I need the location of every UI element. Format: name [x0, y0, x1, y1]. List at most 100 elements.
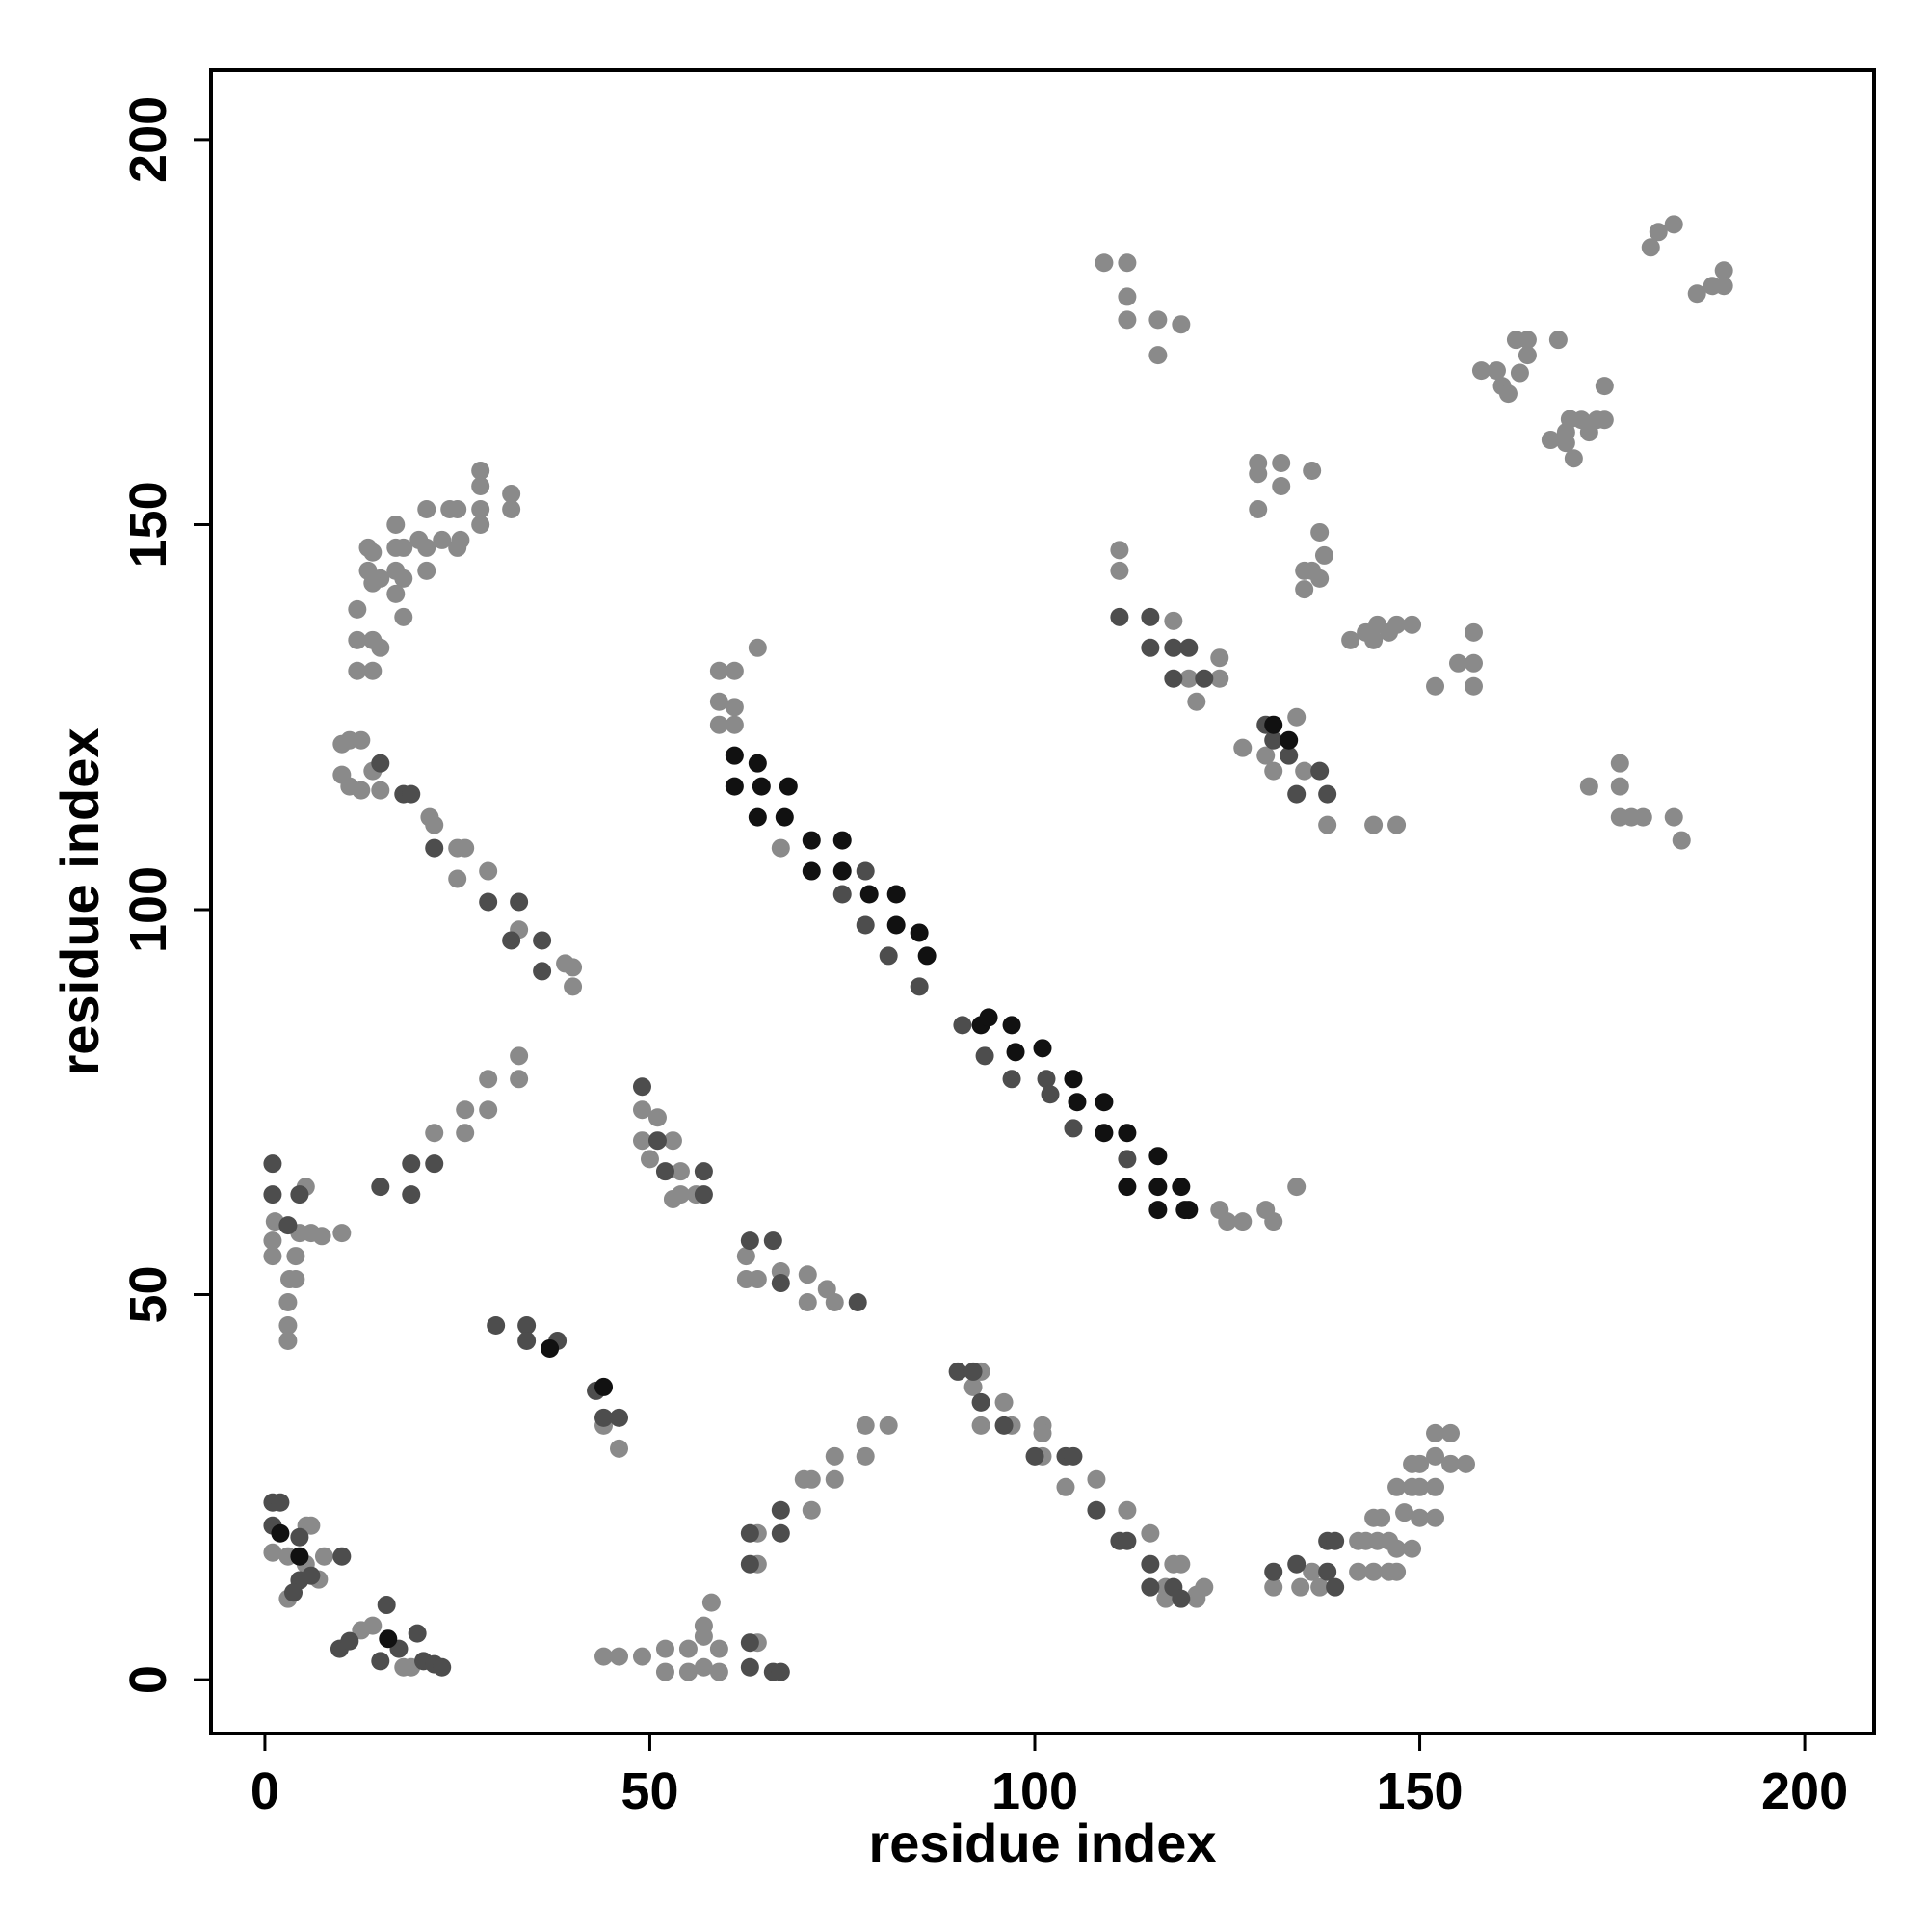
point	[1064, 1446, 1083, 1466]
point	[1287, 1554, 1307, 1574]
point	[1380, 622, 1399, 642]
point	[1464, 676, 1483, 696]
point	[979, 1008, 998, 1027]
x-tick-label: 0	[251, 1762, 279, 1820]
point	[1310, 761, 1330, 781]
point	[1314, 545, 1333, 565]
point	[1641, 238, 1660, 257]
point	[798, 1293, 817, 1312]
point	[271, 1493, 290, 1512]
point	[402, 1185, 421, 1204]
point	[433, 530, 452, 549]
point	[1295, 580, 1314, 599]
point	[1264, 1577, 1283, 1597]
point	[1649, 223, 1668, 242]
point	[1187, 1589, 1206, 1608]
point	[425, 1154, 444, 1174]
x-tick-label: 150	[1376, 1762, 1463, 1820]
point	[371, 638, 390, 657]
point	[471, 477, 490, 495]
point	[1426, 1423, 1445, 1442]
point	[632, 1647, 651, 1666]
point	[748, 754, 767, 773]
point	[471, 499, 490, 518]
point	[1349, 1562, 1368, 1581]
point	[371, 1178, 390, 1197]
point	[1364, 630, 1384, 649]
point	[709, 1639, 728, 1658]
point	[1172, 1178, 1191, 1197]
point	[1256, 746, 1276, 765]
point	[284, 1583, 304, 1602]
point	[456, 838, 475, 858]
point	[725, 698, 744, 717]
point	[1179, 669, 1199, 688]
point	[1664, 215, 1683, 234]
point	[1610, 754, 1629, 773]
point	[1456, 1454, 1475, 1473]
point	[610, 1647, 629, 1666]
point	[655, 1162, 674, 1181]
point	[278, 1293, 298, 1312]
point	[725, 661, 744, 680]
point	[348, 599, 367, 619]
point	[386, 515, 406, 534]
point	[832, 885, 852, 904]
point	[1249, 499, 1268, 518]
point	[425, 815, 444, 834]
point	[1326, 1577, 1345, 1597]
point	[1264, 715, 1283, 734]
point	[1056, 1477, 1075, 1496]
point	[1318, 1562, 1337, 1581]
point	[856, 1416, 875, 1435]
point	[647, 1131, 667, 1151]
point	[879, 946, 898, 966]
point	[1610, 777, 1629, 796]
points	[263, 215, 1733, 1681]
point	[740, 1231, 759, 1251]
point	[948, 1362, 967, 1381]
point	[994, 1392, 1014, 1412]
point	[771, 1274, 790, 1293]
point	[678, 1639, 698, 1658]
point	[1033, 1423, 1052, 1442]
point	[694, 1185, 713, 1204]
point	[1118, 1178, 1137, 1197]
point	[1403, 1539, 1422, 1558]
point	[1264, 1212, 1283, 1231]
point	[479, 1100, 498, 1120]
point	[1518, 346, 1537, 365]
point	[1449, 653, 1467, 673]
point	[1233, 1212, 1253, 1231]
point	[1498, 384, 1518, 404]
point	[1118, 253, 1137, 273]
point	[363, 543, 383, 562]
point	[1172, 315, 1191, 334]
point	[479, 1070, 498, 1089]
point	[1672, 831, 1691, 850]
point	[1179, 1201, 1199, 1220]
point	[994, 1416, 1014, 1435]
point	[402, 784, 421, 804]
point	[1218, 1212, 1237, 1231]
point	[371, 1652, 390, 1671]
point	[832, 861, 852, 881]
point	[1148, 1147, 1168, 1166]
point	[541, 1338, 560, 1358]
point	[1387, 1477, 1407, 1496]
point	[286, 1247, 305, 1266]
point	[394, 569, 413, 588]
point	[352, 730, 371, 750]
point	[678, 1662, 698, 1681]
point	[709, 692, 728, 711]
point	[564, 958, 583, 977]
point	[1068, 1093, 1087, 1112]
point	[663, 1131, 682, 1151]
point	[1280, 746, 1299, 765]
point	[1141, 1577, 1160, 1597]
point	[433, 1657, 452, 1677]
point	[594, 1408, 614, 1427]
point	[517, 1315, 537, 1335]
